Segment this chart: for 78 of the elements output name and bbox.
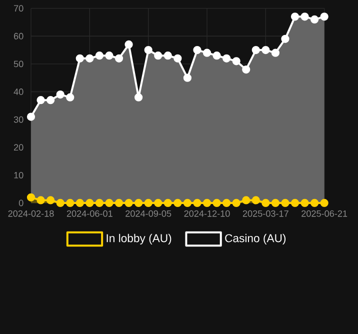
point [36, 196, 45, 204]
point [95, 52, 104, 60]
point [174, 198, 182, 208]
x-tick-label: 2024-02-18 [8, 210, 54, 217]
point [212, 52, 221, 60]
point [300, 12, 309, 21]
point [154, 52, 162, 60]
point [36, 96, 45, 104]
point [320, 198, 328, 208]
point [183, 74, 192, 82]
point [202, 198, 212, 208]
point [76, 198, 84, 208]
y-tick-label: 30 [14, 116, 24, 123]
point [232, 57, 240, 66]
point [164, 52, 172, 60]
point [252, 196, 260, 204]
point [144, 198, 152, 208]
point [124, 40, 133, 49]
point [66, 198, 74, 208]
legend-label: Casino (AU) [225, 234, 286, 244]
point [46, 196, 55, 204]
point [212, 198, 221, 208]
point [76, 54, 84, 62]
x-tick-label: 2025-06-21 [302, 210, 348, 217]
point [320, 12, 328, 21]
point [134, 93, 143, 102]
point [114, 54, 124, 62]
point [222, 198, 231, 208]
point [95, 198, 104, 208]
point [124, 198, 133, 208]
point [164, 198, 172, 208]
point [281, 34, 290, 43]
point [114, 198, 124, 208]
point [310, 198, 319, 208]
point [262, 46, 270, 54]
point [154, 198, 162, 208]
point [134, 198, 143, 208]
point [232, 198, 240, 208]
point [56, 90, 64, 99]
point [26, 193, 36, 202]
point [271, 48, 280, 57]
y-tick-label: 10 [14, 172, 24, 178]
point [222, 54, 231, 62]
y-tick-label: 40 [14, 88, 24, 95]
point [105, 52, 114, 60]
point [193, 198, 202, 208]
x-tick-label: 2025-03-17 [242, 210, 288, 217]
y-tick-label: 50 [14, 60, 24, 68]
point [174, 54, 182, 62]
point [105, 198, 114, 208]
y-tick-label: 0 [18, 200, 24, 206]
point [183, 198, 192, 208]
x-tick-label: 2024-09-05 [126, 210, 172, 217]
point [144, 46, 152, 54]
point [86, 54, 94, 62]
point [262, 198, 270, 208]
point [300, 198, 309, 208]
point [242, 65, 250, 74]
x-tick-label: 2024-12-10 [184, 210, 230, 217]
point [252, 46, 260, 54]
point [86, 198, 94, 208]
point [46, 96, 55, 104]
point [271, 198, 280, 208]
point [66, 93, 74, 102]
point [290, 12, 300, 21]
point [202, 48, 212, 57]
y-tick-label: 70 [14, 5, 24, 12]
point [242, 196, 250, 204]
x-tick-label: 2024-06-01 [66, 210, 112, 217]
y-tick-label: 20 [14, 144, 24, 151]
legend-label: In lobby (AU) [106, 234, 172, 244]
point [56, 198, 64, 208]
point [26, 112, 36, 121]
point [310, 15, 319, 24]
point [281, 198, 290, 208]
y-tick-label: 60 [14, 32, 24, 40]
point [193, 46, 202, 54]
point [290, 198, 300, 208]
